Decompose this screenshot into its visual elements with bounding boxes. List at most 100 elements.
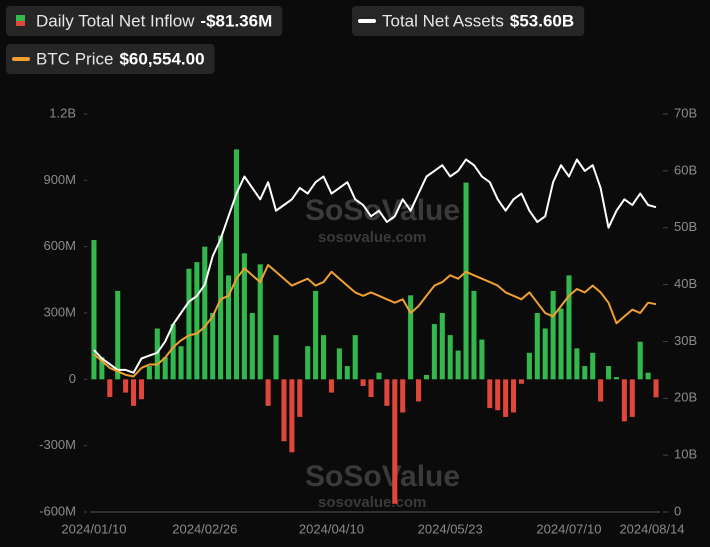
x-tick-label: 2024/04/10	[299, 521, 364, 536]
y2-tick-label: 40B	[674, 276, 697, 291]
bar	[360, 379, 366, 386]
bar	[629, 379, 635, 417]
legend-label: Total Net Assets	[382, 11, 504, 30]
y-tick-label: 600M	[43, 238, 76, 253]
watermarks: SoSoValue sosovalue.com SoSoValue sosova…	[305, 194, 460, 511]
bar	[606, 366, 612, 380]
bar	[154, 328, 160, 380]
bar	[455, 350, 461, 380]
bar	[107, 379, 113, 398]
legend-item: Total Net Assets $53.60B	[352, 6, 585, 36]
bar	[526, 352, 532, 380]
legend-chip	[6, 6, 283, 36]
legend-value: $60,554.00	[119, 49, 204, 68]
y-tick-label: -600M	[39, 503, 76, 518]
legend-value: -$81.36M	[200, 11, 272, 30]
bar	[233, 149, 239, 380]
legend-value: $53.60B	[510, 11, 574, 30]
bar	[289, 379, 295, 453]
bar	[241, 253, 247, 380]
bar	[321, 335, 327, 380]
y-tick-label: 1.2B	[49, 105, 76, 120]
bar	[344, 366, 350, 380]
bar	[265, 379, 271, 406]
bar	[281, 379, 287, 442]
bar	[178, 346, 184, 380]
bar	[416, 379, 422, 402]
legend-chip	[352, 6, 585, 36]
bar	[511, 379, 517, 413]
bar	[653, 379, 659, 398]
bar	[590, 352, 596, 380]
bar	[621, 379, 627, 422]
x-tick-label: 2024/08/14	[619, 521, 684, 536]
x-tick-label: 2024/01/10	[61, 521, 126, 536]
bar	[226, 275, 232, 380]
y-tick-label: 900M	[43, 172, 76, 187]
bar	[194, 262, 200, 380]
x-tick-label: 2024/02/26	[172, 521, 237, 536]
bar	[202, 246, 208, 380]
bar	[495, 379, 501, 411]
bar	[574, 348, 580, 380]
bar	[431, 324, 437, 380]
line	[93, 264, 657, 378]
legend-label: Daily Total Net Inflow	[36, 11, 195, 30]
bar	[637, 341, 643, 380]
bar	[131, 379, 137, 406]
line	[93, 158, 657, 374]
bar	[313, 290, 319, 380]
bar	[598, 379, 604, 402]
bar	[273, 335, 279, 380]
y-tick-label: 300M	[43, 304, 76, 319]
bar	[91, 240, 97, 380]
legend-label: BTC Price	[36, 49, 113, 68]
y-tick-label: -300M	[39, 437, 76, 452]
bar	[479, 339, 485, 380]
legend-item: BTC Price $60,554.00	[6, 44, 215, 74]
bar	[218, 235, 224, 380]
y-tick-label: 0	[69, 371, 76, 386]
y2-tick-label: 60B	[674, 162, 697, 177]
bar	[249, 313, 255, 380]
bar	[328, 379, 334, 393]
legend-item: Daily Total Net Inflow -$81.36M	[6, 6, 283, 36]
bar	[534, 313, 540, 380]
bar	[550, 290, 556, 380]
bar	[566, 275, 572, 380]
bar	[170, 324, 176, 380]
watermark: SoSoValue	[305, 460, 460, 493]
bar	[439, 313, 445, 380]
legend-icon	[16, 15, 25, 21]
y2-tick-label: 10B	[674, 447, 697, 462]
bar	[352, 335, 358, 380]
watermark-site: sosovalue.com	[318, 494, 426, 511]
x-tick-label: 2024/07/10	[536, 521, 601, 536]
bar	[297, 379, 303, 417]
bar	[305, 346, 311, 380]
bar	[558, 308, 564, 380]
bar	[99, 357, 105, 380]
bar	[115, 290, 121, 380]
bar	[146, 366, 152, 380]
bar	[257, 264, 263, 380]
y2-tick-label: 70B	[674, 105, 697, 120]
bar	[487, 379, 493, 409]
y2-tick-label: 30B	[674, 333, 697, 348]
bar	[376, 372, 382, 380]
bar	[503, 379, 509, 417]
legend-icon	[16, 21, 25, 26]
legend-chip	[6, 44, 215, 74]
watermark: SoSoValue	[305, 194, 460, 227]
y2-tick-label: 50B	[674, 219, 697, 234]
bar	[645, 372, 651, 380]
bar	[123, 379, 129, 393]
bar	[368, 379, 374, 398]
bar	[408, 295, 414, 380]
bar	[392, 379, 398, 504]
x-tick-label: 2024/05/23	[418, 521, 483, 536]
y2-tick-label: 20B	[674, 390, 697, 405]
bar	[542, 328, 548, 380]
bar	[384, 379, 390, 406]
